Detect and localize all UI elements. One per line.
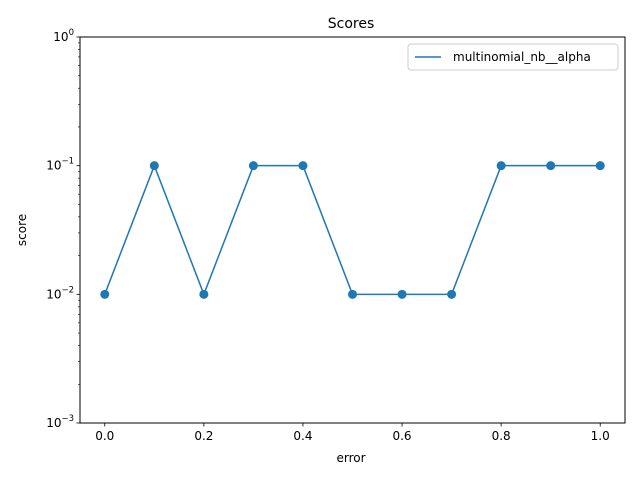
data-point (496, 161, 506, 171)
plot-frame (79, 36, 626, 424)
y-tick-label: 10−3 (46, 414, 74, 430)
y-tick-label: 100 (53, 28, 74, 44)
x-axis-title: error (336, 451, 365, 465)
x-tick-label: 0.6 (392, 429, 411, 443)
y-tick-exponent: −2 (61, 285, 74, 295)
data-point (546, 161, 556, 171)
y-tick-exponent: −3 (61, 414, 74, 424)
y-tick-label: 10−1 (46, 157, 74, 173)
data-point (397, 289, 407, 299)
data-point (595, 161, 605, 171)
data-point (100, 289, 110, 299)
legend-label: multinomial_nb__alpha (453, 50, 591, 64)
legend-box (407, 43, 619, 71)
data-point (447, 289, 457, 299)
data-point (348, 289, 357, 299)
y-tick-base: 10 (46, 159, 61, 173)
y-tick-base: 10 (53, 30, 68, 44)
x-tick-label: 0.4 (293, 429, 312, 443)
x-tick-label: 0.2 (194, 429, 213, 443)
data-point (149, 161, 159, 171)
y-tick-exponent: 0 (69, 28, 74, 38)
x-tick-label: 0.8 (492, 429, 511, 443)
data-point (199, 289, 209, 299)
data-point (248, 161, 258, 171)
y-tick-exponent: −1 (61, 157, 74, 167)
data-point (298, 161, 308, 171)
data-series (100, 161, 605, 299)
y-axis-title: score (15, 214, 29, 246)
y-tick-base: 10 (46, 416, 61, 430)
x-tick-label: 1.0 (591, 429, 610, 443)
legend: multinomial_nb__alpha (407, 43, 619, 71)
x-tick-label: 0.0 (95, 429, 114, 443)
y-tick-base: 10 (46, 287, 61, 301)
y-tick-label: 10−2 (46, 285, 74, 301)
chart-title: Scores (328, 16, 375, 32)
